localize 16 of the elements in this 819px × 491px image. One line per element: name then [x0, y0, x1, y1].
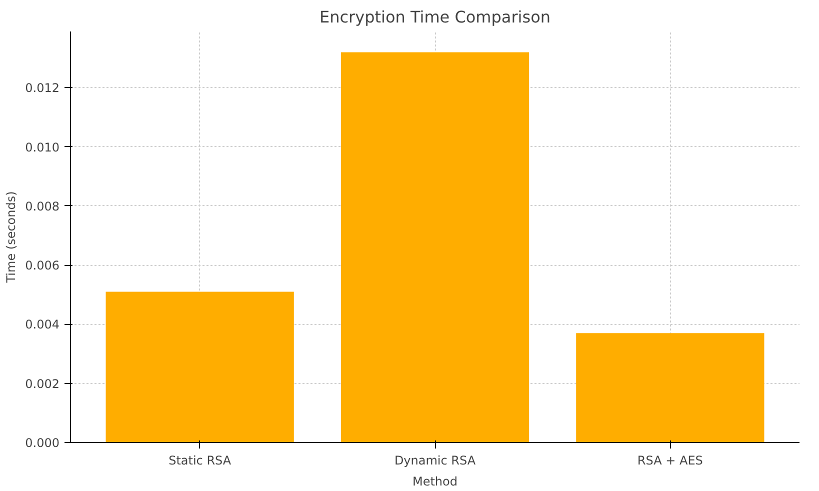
bar: [576, 333, 764, 442]
chart-title: Encryption Time Comparison: [319, 8, 551, 26]
y-tick-label: 0.012: [25, 81, 60, 96]
y-tick-label: 0.002: [25, 376, 60, 391]
x-axis-title: Method: [412, 474, 458, 488]
y-tick-label: 0.010: [25, 140, 60, 154]
y-tick-label: 0.006: [25, 258, 60, 273]
x-tick-label: RSA + AES: [637, 454, 703, 468]
bar: [106, 292, 294, 442]
y-tick-label: 0.004: [25, 318, 60, 332]
y-axis-title: Time (seconds): [4, 191, 18, 284]
y-tick-label: 0.008: [25, 199, 60, 214]
x-tick-label: Static RSA: [168, 454, 232, 468]
y-tick-label: 0.000: [25, 436, 60, 450]
x-tick-label: Dynamic RSA: [394, 454, 476, 468]
bar: [340, 52, 530, 442]
